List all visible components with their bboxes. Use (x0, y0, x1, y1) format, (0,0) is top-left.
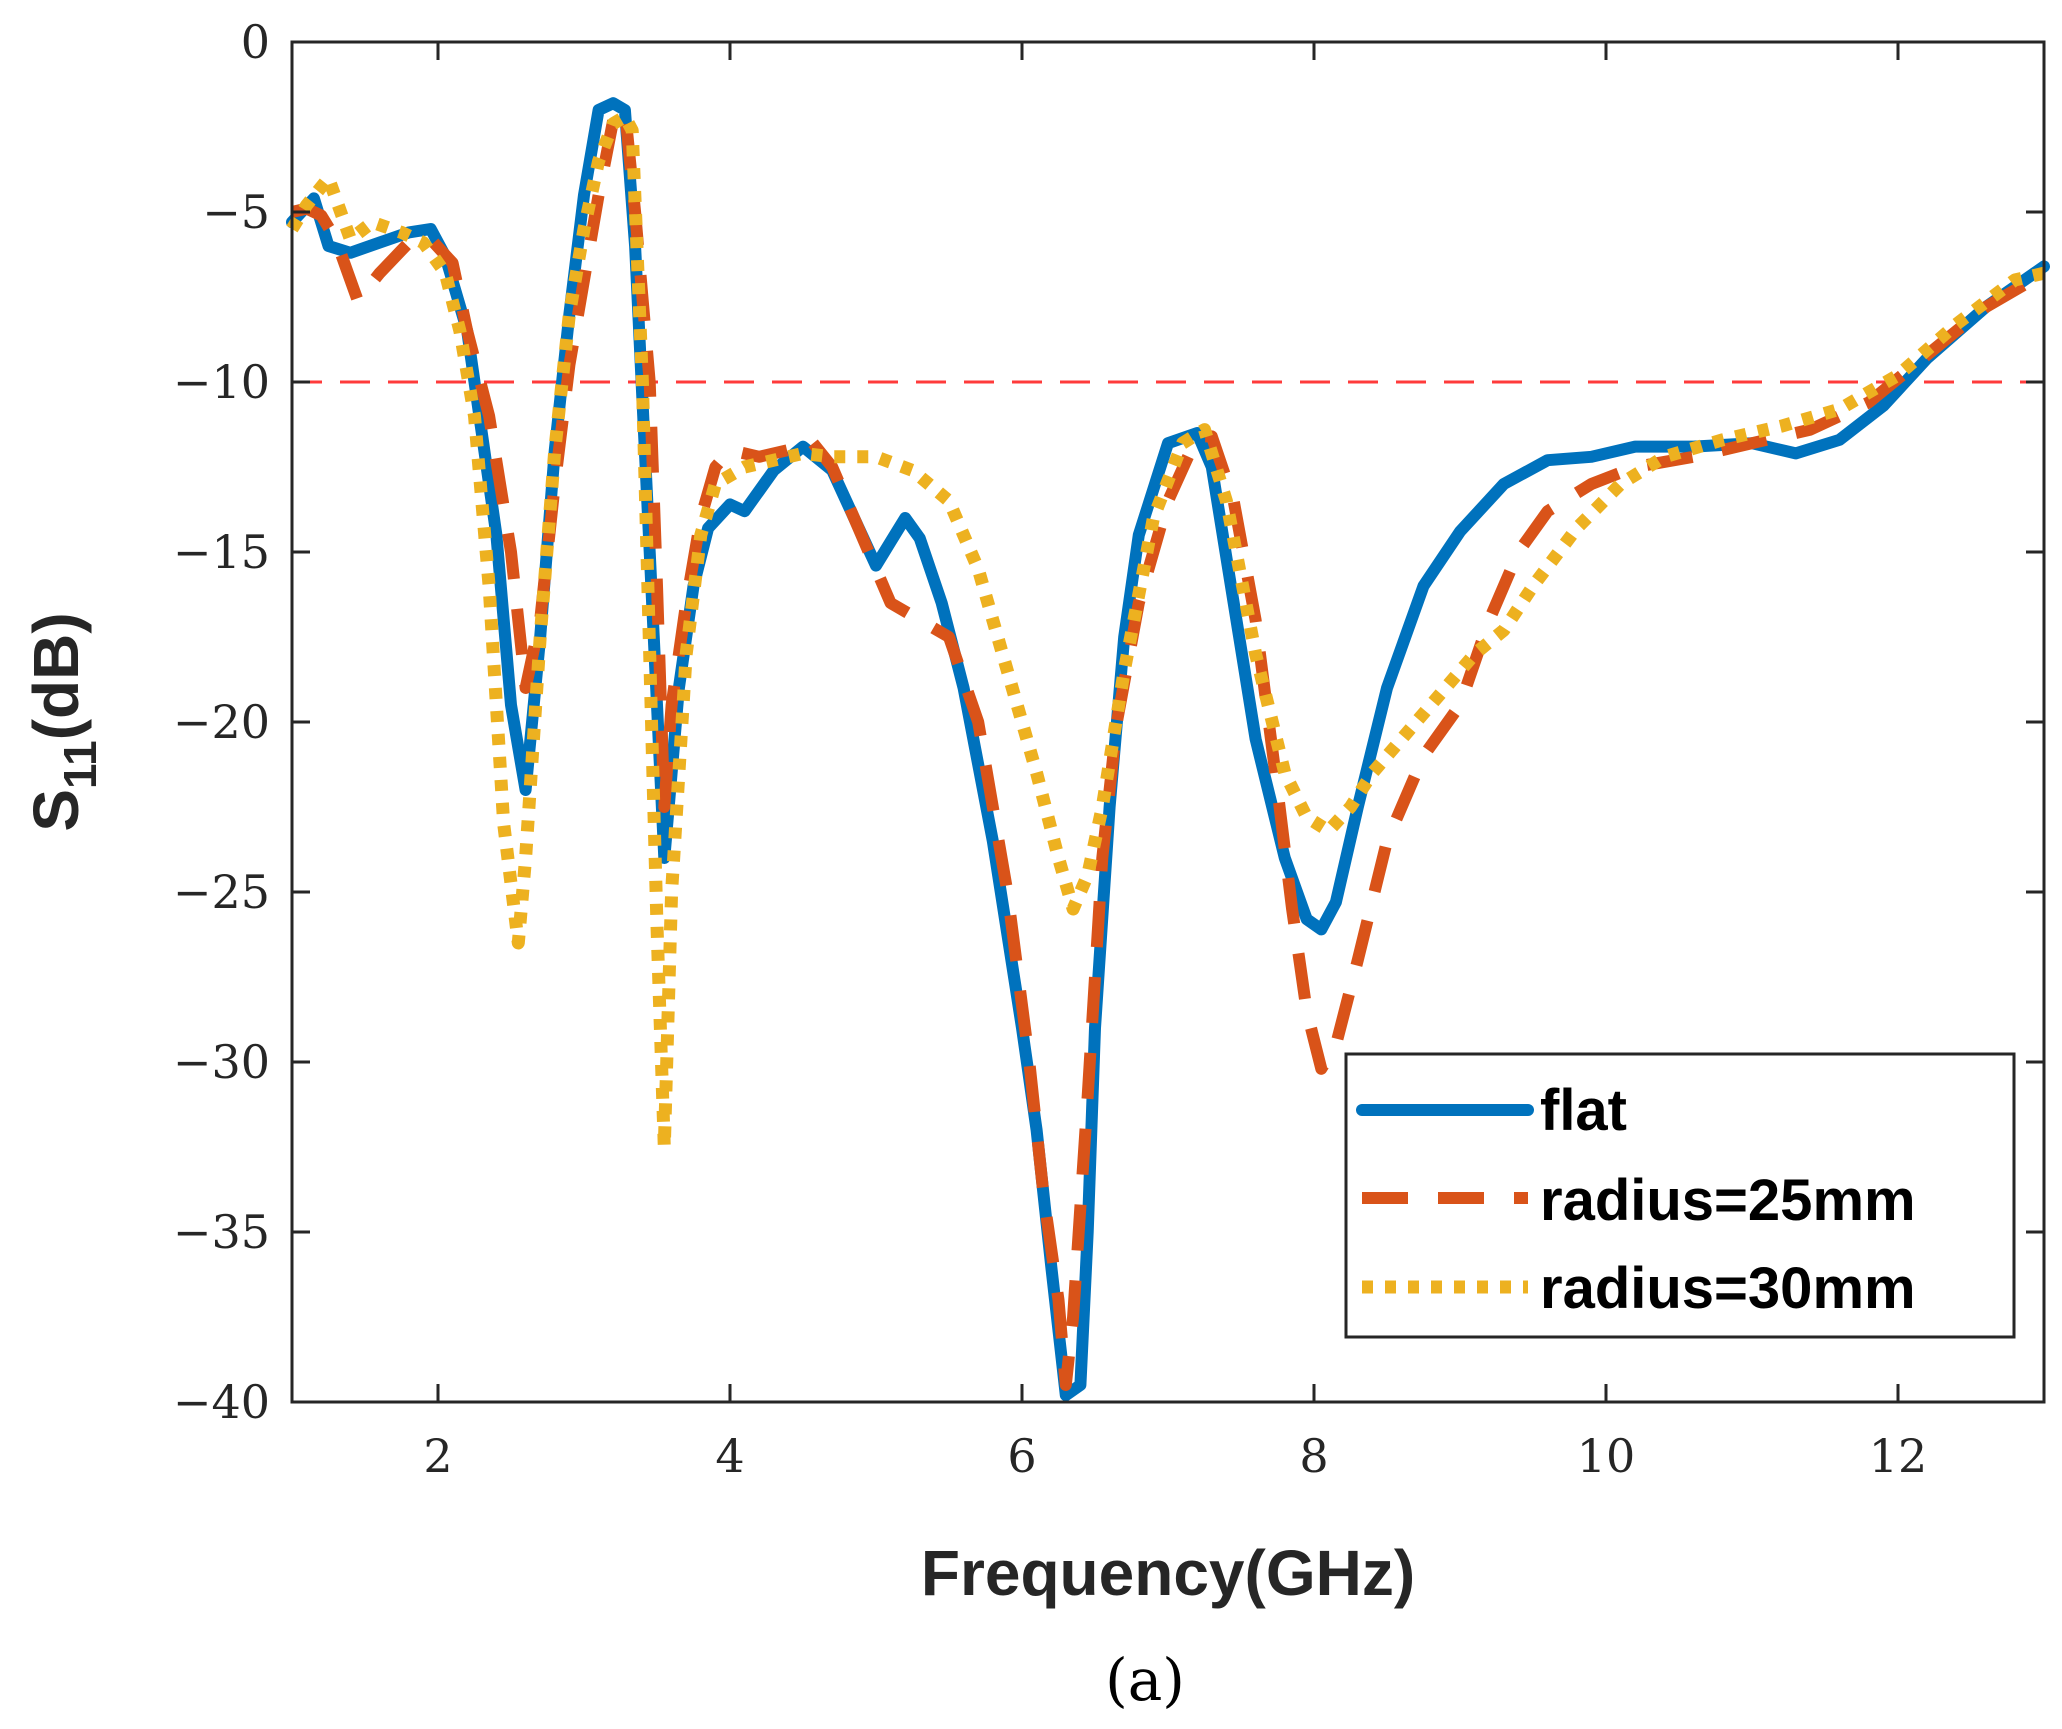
y-tick-label: −30 (173, 1035, 270, 1089)
y-tick-label: −15 (173, 525, 270, 579)
y-axis-title-subscript: 11 (54, 740, 106, 789)
ticks-layer: 2 4 6 8 10 12 0 −5 −10 −15 −20 −25 −30 −35 −40 (173, 15, 2044, 1483)
series-line-radius-25mm (290, 104, 2048, 1391)
y-axis-title-suffix: (dB) (20, 612, 92, 740)
legend-label-radius-30mm: radius=30mm (1540, 1256, 1916, 1321)
x-tick-label: 6 (1007, 1429, 1036, 1483)
x-tick-label: 2 (423, 1429, 452, 1483)
y-tick-label: −20 (173, 695, 270, 749)
legend-label-radius-25mm: radius=25mm (1540, 1168, 1916, 1233)
y-axis-title-base: S (20, 789, 92, 832)
y-tick-label: −25 (173, 865, 270, 919)
figure-caption: (a) (1105, 1646, 1185, 1714)
y-tick-label: 0 (241, 15, 270, 69)
x-tick-label: 8 (1299, 1429, 1328, 1483)
x-axis-title: Frequency(GHz) (921, 1537, 1415, 1609)
y-tick-label: −35 (173, 1205, 270, 1259)
legend-label-flat: flat (1540, 1078, 1627, 1143)
y-tick-label: −5 (202, 185, 270, 239)
y-axis-title: S11(dB) (20, 612, 106, 831)
x-tick-label: 4 (715, 1429, 744, 1483)
series-layer (286, 97, 2050, 1402)
legend: flat radius=25mm radius=30mm (1344, 1052, 2016, 1339)
plot-area: 2 4 6 8 10 12 0 −5 −10 −15 −20 −25 −30 −35 −40 (173, 15, 2050, 1483)
y-tick-label: −40 (173, 1375, 270, 1429)
x-tick-label: 12 (1869, 1429, 1928, 1483)
y-tick-label: −10 (173, 355, 270, 409)
x-tick-label: 10 (1577, 1429, 1636, 1483)
